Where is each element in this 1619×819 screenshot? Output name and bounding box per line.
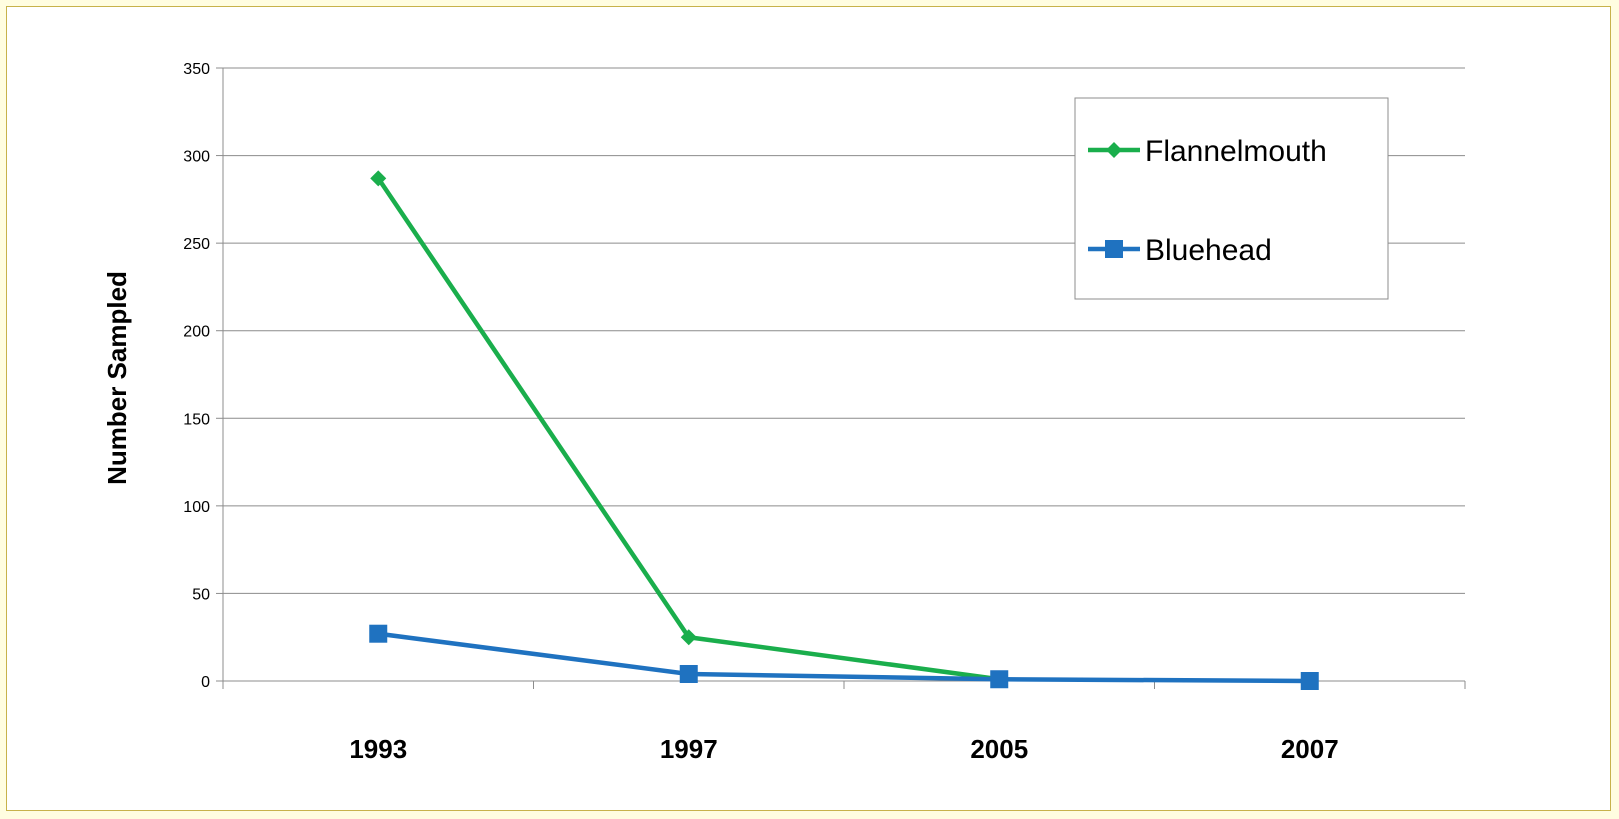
x-tick-label: 1993 xyxy=(349,734,407,764)
square-marker xyxy=(990,670,1009,689)
x-tick-label: 2007 xyxy=(1281,734,1339,764)
x-tick-label: 1997 xyxy=(660,734,718,764)
series-bluehead xyxy=(369,624,1319,690)
diamond-marker xyxy=(1106,142,1122,158)
series xyxy=(369,170,1319,690)
legend-box xyxy=(1074,97,1389,300)
y-tick-label: 300 xyxy=(183,149,210,166)
y-axis-title: Number Sampled xyxy=(102,271,132,485)
series-flannelmouth xyxy=(370,170,1008,688)
x-tick-labels: 1993 1997 2005 2007 xyxy=(222,681,1466,764)
diamond-marker xyxy=(370,170,387,187)
legend-label: Bluehead xyxy=(1145,234,1272,267)
legend-item: Flannelmouth xyxy=(1088,135,1327,168)
square-marker xyxy=(1105,240,1123,258)
legend: Flannelmouth Bluehead xyxy=(1074,97,1389,300)
y-tick-labels: 0 50 100 150 200 250 300 350 xyxy=(183,61,223,691)
series-line xyxy=(377,631,1310,684)
legend-label: Flannelmouth xyxy=(1145,135,1327,168)
y-tick-label: 200 xyxy=(183,324,210,341)
diamond-marker xyxy=(680,629,697,646)
y-tick-label: 350 xyxy=(183,61,210,78)
square-marker xyxy=(369,624,388,643)
square-marker xyxy=(679,664,698,683)
y-tick-label: 150 xyxy=(183,411,210,428)
legend-item: Bluehead xyxy=(1088,234,1272,267)
y-tick-label: 50 xyxy=(192,586,210,603)
y-tick-label: 100 xyxy=(183,499,210,516)
y-tick-label: 250 xyxy=(183,236,210,253)
x-tick-label: 2005 xyxy=(970,734,1028,764)
series-line xyxy=(376,177,1000,682)
y-tick-label: 0 xyxy=(201,674,210,691)
square-marker xyxy=(1300,672,1319,690)
